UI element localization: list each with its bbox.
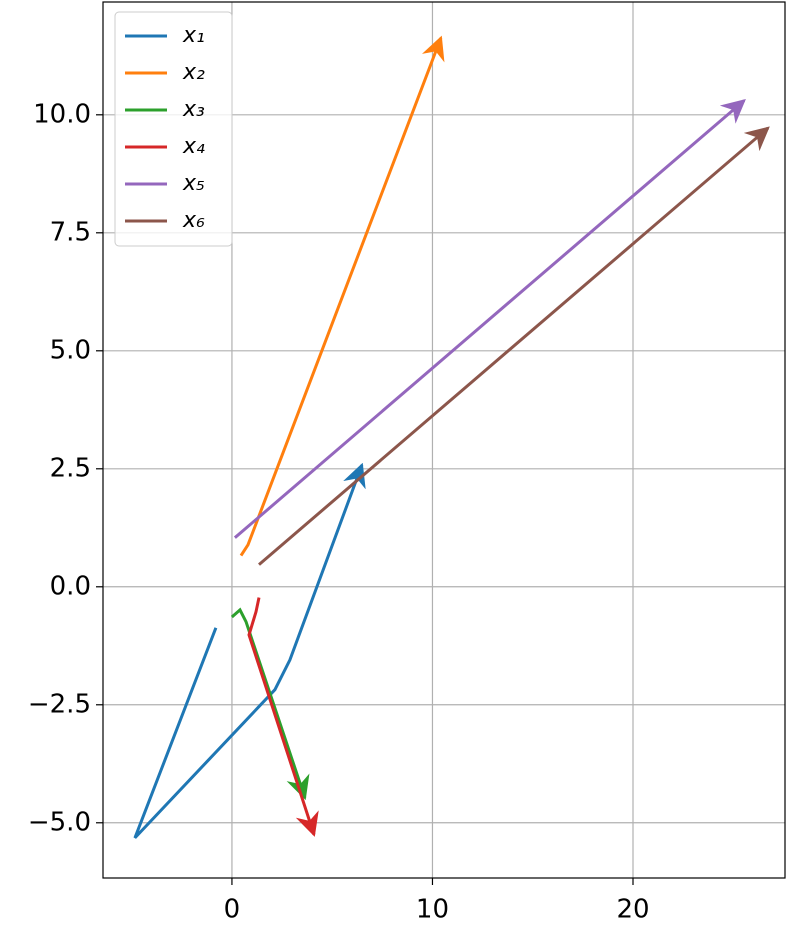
y-tick-label: −2.5 [28, 689, 91, 719]
legend-label: x₆ [182, 208, 205, 233]
legend-label: x₃ [182, 97, 205, 122]
y-tick-label: 5.0 [50, 335, 91, 365]
legend-label: x₅ [182, 171, 205, 196]
x-tick-label: 10 [416, 895, 449, 925]
trajectory [230, 607, 310, 801]
x-tick-label: 0 [224, 895, 241, 925]
y-tick-label: −5.0 [28, 807, 91, 837]
legend-box [114, 11, 233, 247]
plot-frame [102, 1, 786, 879]
y-tick-label: 0.0 [50, 571, 91, 601]
y-tick-label: 2.5 [50, 453, 91, 483]
trajectory [247, 597, 319, 837]
trajectory [258, 126, 770, 566]
y-tick-label: 10.0 [33, 99, 91, 129]
legend-label: x₂ [182, 60, 205, 85]
trajectory [239, 35, 445, 557]
trajectory [133, 462, 366, 839]
y-tick-label: 7.5 [50, 217, 91, 247]
x-tick-label: 20 [616, 895, 649, 925]
trajectory [233, 99, 746, 539]
legend-label: x₁ [182, 23, 205, 48]
legend-label: x₄ [182, 134, 205, 159]
